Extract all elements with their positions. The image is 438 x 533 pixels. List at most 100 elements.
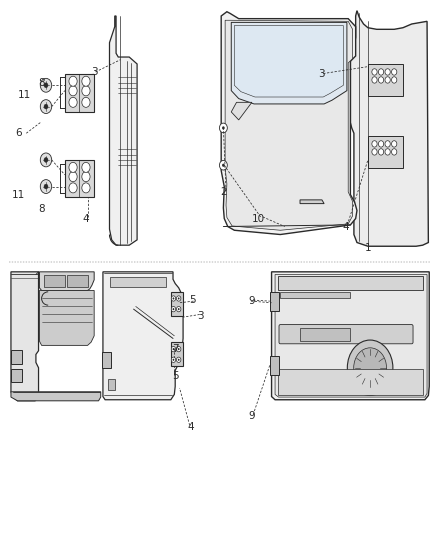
Circle shape (40, 180, 52, 193)
Circle shape (173, 348, 174, 350)
Circle shape (173, 308, 174, 310)
Circle shape (82, 183, 90, 193)
Circle shape (82, 98, 90, 107)
Polygon shape (11, 392, 101, 401)
Circle shape (69, 183, 77, 193)
Circle shape (378, 77, 384, 83)
Circle shape (222, 126, 225, 130)
Text: 11: 11 (18, 90, 31, 100)
Polygon shape (39, 290, 94, 345)
Circle shape (177, 296, 181, 301)
Polygon shape (350, 11, 428, 246)
Bar (278, 369, 423, 395)
Circle shape (372, 69, 377, 75)
Circle shape (354, 348, 386, 387)
Bar (270, 356, 279, 375)
Circle shape (44, 184, 48, 189)
Polygon shape (300, 200, 324, 204)
Text: 6: 6 (15, 128, 22, 138)
Circle shape (69, 86, 77, 96)
Circle shape (40, 78, 52, 92)
Circle shape (69, 98, 77, 107)
Circle shape (69, 163, 77, 172)
Circle shape (82, 172, 90, 182)
Circle shape (171, 296, 176, 301)
FancyBboxPatch shape (65, 160, 94, 197)
Circle shape (171, 357, 176, 362)
Bar (44, 275, 65, 287)
Circle shape (372, 149, 377, 155)
Text: 4: 4 (343, 222, 350, 231)
Bar (11, 350, 22, 364)
Bar (368, 64, 403, 96)
Bar (102, 352, 111, 368)
FancyBboxPatch shape (279, 325, 413, 344)
Polygon shape (272, 272, 429, 400)
Polygon shape (300, 328, 350, 341)
Text: 3: 3 (91, 67, 98, 77)
Circle shape (378, 141, 384, 147)
Circle shape (347, 340, 393, 395)
Circle shape (40, 100, 52, 114)
Circle shape (219, 123, 227, 133)
Text: 3: 3 (318, 69, 325, 78)
Text: 9: 9 (248, 411, 255, 421)
Text: 2: 2 (220, 187, 227, 197)
Circle shape (392, 141, 397, 147)
Polygon shape (231, 22, 347, 104)
Circle shape (82, 76, 90, 86)
Circle shape (44, 83, 48, 88)
Circle shape (82, 86, 90, 96)
Text: 5: 5 (189, 295, 196, 305)
Text: 9: 9 (248, 296, 255, 306)
Circle shape (392, 69, 397, 75)
Polygon shape (221, 12, 357, 235)
Circle shape (219, 160, 227, 170)
Circle shape (385, 69, 390, 75)
Bar (11, 369, 22, 382)
Circle shape (385, 77, 390, 83)
Circle shape (177, 346, 181, 352)
Polygon shape (231, 102, 252, 120)
FancyBboxPatch shape (65, 74, 94, 112)
Bar (67, 275, 88, 287)
Circle shape (171, 346, 176, 352)
Text: 8: 8 (38, 205, 45, 214)
Polygon shape (110, 277, 166, 287)
Text: 11: 11 (12, 190, 25, 199)
Circle shape (392, 77, 397, 83)
Circle shape (44, 157, 48, 163)
Circle shape (378, 69, 384, 75)
Polygon shape (39, 272, 94, 290)
Circle shape (178, 348, 180, 350)
Bar (368, 136, 403, 168)
Text: 7: 7 (172, 344, 179, 354)
Circle shape (392, 149, 397, 155)
Polygon shape (103, 272, 183, 400)
Circle shape (44, 104, 48, 109)
Text: 1: 1 (364, 243, 371, 253)
Bar (280, 292, 350, 298)
Text: 8: 8 (38, 78, 45, 87)
Text: 4: 4 (82, 214, 89, 223)
Circle shape (372, 141, 377, 147)
Circle shape (378, 149, 384, 155)
Circle shape (178, 297, 180, 300)
Circle shape (178, 359, 180, 361)
Circle shape (173, 297, 174, 300)
Circle shape (173, 359, 174, 361)
Polygon shape (11, 272, 39, 401)
Polygon shape (225, 20, 353, 230)
Bar (171, 342, 183, 366)
Polygon shape (234, 26, 343, 97)
Circle shape (40, 153, 52, 167)
Polygon shape (275, 274, 427, 397)
Circle shape (69, 172, 77, 182)
Circle shape (171, 306, 176, 312)
Polygon shape (110, 16, 137, 245)
Text: 3: 3 (197, 311, 204, 320)
Bar (278, 276, 423, 290)
Bar (108, 379, 115, 390)
Bar (171, 292, 183, 316)
Circle shape (69, 76, 77, 86)
